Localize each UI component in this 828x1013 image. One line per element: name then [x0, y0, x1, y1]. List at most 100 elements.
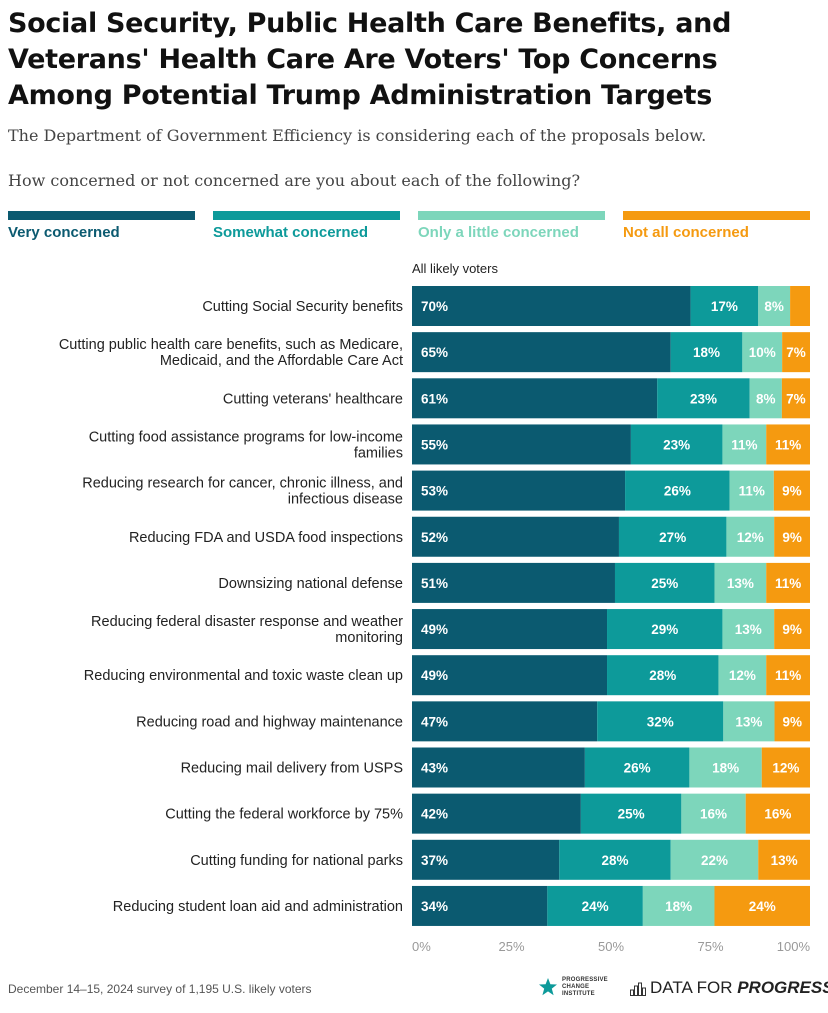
bar-segment — [773, 470, 810, 511]
bar-segment — [412, 424, 631, 465]
data-label: 25% — [651, 576, 678, 591]
category-label-line: Cutting Social Security benefits — [202, 299, 403, 315]
bar-segment — [412, 609, 608, 650]
bar-segment — [774, 516, 810, 557]
bar-segment — [749, 378, 782, 419]
bar-segment — [718, 655, 767, 696]
data-label: 18% — [693, 345, 720, 360]
bar-segment — [614, 562, 715, 603]
dfp-logo-text: DATA FOR PROGRESS — [650, 978, 828, 998]
bar-segment — [723, 701, 775, 742]
bar-segment — [782, 332, 810, 373]
category-label: Cutting food assistance programs for low… — [89, 429, 403, 461]
data-label: 43% — [421, 761, 448, 776]
bar-segment — [547, 885, 643, 926]
bar-segment — [722, 424, 767, 465]
x-tick-label: 50% — [598, 939, 624, 954]
x-tick-label: 75% — [697, 939, 723, 954]
data-label: 26% — [624, 761, 651, 776]
bar-segment — [412, 793, 581, 834]
bar-segment — [714, 885, 810, 926]
legend-label: Very concerned — [8, 224, 120, 241]
category-label-line: monitoring — [335, 630, 403, 646]
pci-logo-text: PROGRESSIVE CHANGE INSTITUTE — [562, 977, 608, 998]
bar-segment — [670, 332, 743, 373]
bar-segment — [630, 424, 723, 465]
legend-item-somewhat-concerned: Somewhat concerned — [213, 211, 400, 241]
bar-segment — [790, 286, 810, 326]
category-label-line: Reducing road and highway maintenance — [136, 714, 403, 730]
data-label: 52% — [421, 530, 448, 545]
data-label: 12% — [729, 668, 756, 683]
category-label-line: Reducing student loan aid and administra… — [113, 899, 403, 915]
dfp-logo-bold: PROGRESS — [737, 978, 828, 997]
category-label: Downsizing national defense — [218, 576, 403, 592]
data-label: 34% — [421, 899, 448, 914]
data-label: 16% — [764, 807, 791, 822]
legend-label: Somewhat concerned — [213, 224, 369, 241]
bar-segment — [412, 747, 585, 788]
legend-item-very-concerned: Very concerned — [8, 211, 195, 241]
chart-title: Social Security, Public Health Care Bene… — [8, 8, 732, 111]
bar-segment — [690, 286, 759, 326]
legend-swatch — [213, 211, 400, 220]
pci-logo-line: PROGRESSIVE — [562, 977, 608, 983]
bar-segment — [607, 609, 723, 650]
category-label: Reducing environmental and toxic waste c… — [84, 668, 403, 684]
category-label: Reducing student loan aid and administra… — [113, 899, 403, 915]
bar-segment — [412, 655, 608, 696]
category-label-line: Reducing environmental and toxic waste c… — [84, 668, 403, 684]
category-label: Cutting public health care benefits, suc… — [59, 337, 403, 369]
data-label: 13% — [727, 576, 754, 591]
data-label: 65% — [421, 345, 448, 360]
bar-segment — [774, 609, 810, 650]
bar-segment — [412, 701, 598, 742]
data-label: 47% — [421, 714, 448, 729]
bar-segment — [761, 747, 810, 788]
data-label: 61% — [421, 391, 448, 406]
data-label: 23% — [690, 391, 717, 406]
bar-segment — [412, 839, 560, 880]
data-label: 8% — [756, 391, 776, 406]
survey-question: How concerned or not concerned are you a… — [8, 171, 581, 190]
bar-segment — [670, 839, 759, 880]
data-label: 42% — [421, 807, 448, 822]
data-label: 27% — [659, 530, 686, 545]
data-label: 7% — [786, 345, 806, 360]
chart-subtitle: The Department of Government Efficiency … — [8, 126, 707, 145]
data-label: 16% — [700, 807, 727, 822]
data-label: 11% — [731, 437, 757, 452]
category-label: Cutting the federal workforce by 75% — [165, 807, 403, 823]
category-label-line: Medicaid, and the Affordable Care Act — [160, 353, 403, 369]
bar-segment — [607, 655, 719, 696]
category-label-line: Cutting the federal workforce by 75% — [165, 807, 403, 823]
category-label-line: Cutting public health care benefits, suc… — [59, 337, 403, 353]
category-label: Reducing FDA and USDA food inspections — [129, 530, 403, 546]
bar-segment — [714, 562, 767, 603]
legend-label: Only a little concerned — [418, 224, 579, 241]
dfp-logo-regular: DATA FOR — [650, 978, 738, 997]
data-label: 22% — [701, 853, 728, 868]
bar-segment — [745, 793, 810, 834]
footer-note: December 14–15, 2024 survey of 1,195 U.S… — [8, 982, 312, 996]
data-label: 49% — [421, 668, 448, 683]
data-label: 70% — [421, 299, 448, 314]
chart-legend: Very concerned Somewhat concerned Only a… — [8, 211, 810, 245]
data-label: 23% — [663, 437, 690, 452]
bar-segment — [774, 701, 810, 742]
data-label: 12% — [772, 761, 799, 776]
legend-label: Not all concerned — [623, 224, 749, 241]
category-label: Cutting funding for national parks — [190, 853, 403, 869]
bar-segment — [412, 470, 626, 511]
pci-logo-line: CHANGE — [562, 984, 590, 990]
star-icon — [539, 978, 557, 996]
data-label: 53% — [421, 484, 448, 499]
bar-segment — [412, 332, 671, 373]
bar-segment — [412, 516, 619, 557]
bar-segment — [625, 470, 730, 511]
bar-segment — [726, 516, 775, 557]
pci-logo-line: INSTITUTE — [562, 991, 595, 997]
data-label: 51% — [421, 576, 448, 591]
category-label-line: families — [354, 445, 403, 461]
